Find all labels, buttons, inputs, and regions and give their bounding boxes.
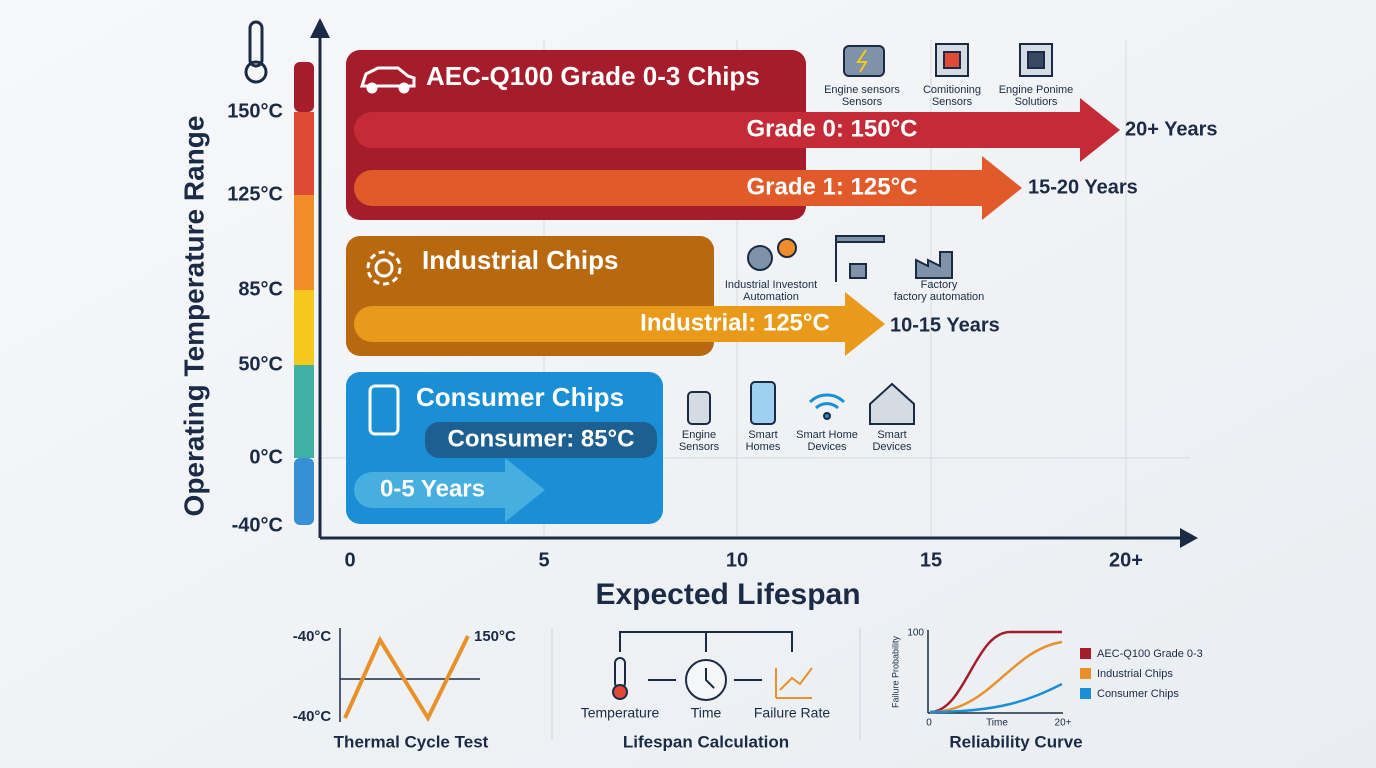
lifespan-title: Lifespan Calculation: [623, 732, 789, 751]
icon-label: Smart Home: [796, 429, 858, 441]
icon-label: Smart: [877, 429, 906, 441]
x-tick-label: 10: [726, 549, 748, 571]
consumer-badge: [425, 422, 657, 458]
icon-label: Solutiors: [1015, 96, 1058, 108]
legend-swatch: [1080, 648, 1091, 659]
reliability-x-tick: Time: [986, 718, 1008, 729]
reliability-x-tick: 20+: [1055, 718, 1072, 729]
grade1-lifespan: 15-20 Years: [1028, 176, 1138, 198]
industrial-label: Industrial: 125°C: [640, 309, 830, 336]
icon-label: factory automation: [894, 291, 985, 303]
grade1-arrow: [354, 156, 1022, 220]
icon-label: Sensors: [679, 441, 720, 453]
reliability-y-label: Failure Probability: [890, 635, 900, 708]
automotive-icons: [843, 43, 1053, 77]
consumer-title: Consumer Chips: [416, 382, 624, 412]
automotive-title: AEC-Q100 Grade 0-3 Chips: [426, 61, 760, 91]
reliability-curves: [929, 630, 1063, 714]
thermal-title: Thermal Cycle Test: [334, 732, 489, 751]
icon-label: Automation: [743, 291, 799, 303]
gear-icon: [366, 250, 402, 286]
legend-swatch: [1080, 688, 1091, 699]
panel-separators: [551, 628, 861, 740]
icon-label: Engine: [682, 429, 716, 441]
thermal-label: -40°C: [293, 628, 332, 645]
thermal-cycle-line: [343, 635, 470, 723]
axes: [318, 30, 1185, 540]
icon-label: Sensors: [932, 96, 973, 108]
x-tick-label: 5: [538, 549, 549, 571]
consumer-arrow: [354, 458, 545, 522]
y-tick-label: -40°C: [232, 514, 283, 536]
consumer-lifespan: 0-5 Years: [380, 475, 485, 502]
y-tick-label: 125°C: [227, 183, 283, 205]
industrial-title: Industrial Chips: [422, 245, 618, 275]
icon-label: Smart: [748, 429, 777, 441]
reliability-y-tick: 100: [907, 628, 924, 639]
industrial-arrow: [354, 292, 885, 356]
y-axis-title: Operating Temperature Range: [178, 116, 209, 517]
lifespan-flow: [612, 631, 813, 701]
y-tick-label: 50°C: [238, 353, 283, 375]
thermal-label: 150°C: [474, 628, 516, 645]
icon-label: Comitioning: [923, 84, 981, 96]
y-tick-label: 0°C: [249, 446, 283, 468]
x-tick-label: 0: [344, 549, 355, 571]
reliability-title: Reliability Curve: [949, 732, 1082, 751]
y-tick-label: 150°C: [227, 100, 283, 122]
icon-label: Devices: [872, 441, 912, 453]
y-tick-label: 85°C: [238, 278, 283, 300]
phone-icon: [368, 384, 400, 436]
legend-label: Industrial Chips: [1097, 668, 1173, 680]
legend-label: AEC-Q100 Grade 0-3: [1097, 648, 1203, 660]
legend-label: Consumer Chips: [1097, 688, 1179, 700]
grade1-label: Grade 1: 125°C: [746, 173, 917, 200]
x-tick-label: 20+: [1109, 549, 1143, 571]
consumer-icons: [687, 381, 915, 425]
icon-label: Engine Ponime: [999, 84, 1074, 96]
step-label: Temperature: [581, 705, 660, 721]
car-icon: [359, 66, 416, 94]
legend-swatch: [1080, 668, 1091, 679]
icon-label: Engine sensors: [824, 84, 900, 96]
x-axis-title: Expected Lifespan: [595, 578, 860, 611]
grade0-lifespan: 20+ Years: [1125, 118, 1218, 140]
reliability-y-tick: 0: [926, 718, 932, 729]
icon-label: Industrial Investont: [725, 279, 817, 291]
industrial-icons: [747, 235, 953, 282]
step-label: Time: [691, 705, 722, 721]
icon-label: Devices: [807, 441, 847, 453]
icon-label: Homes: [746, 441, 781, 453]
consumer-badge-label: Consumer: 85°C: [448, 425, 635, 452]
grade0-arrow: [354, 98, 1120, 162]
x-tick-label: 15: [920, 549, 942, 571]
temperature-bar: [294, 62, 314, 525]
thermometer-icon: [244, 20, 268, 84]
icon-label: Sensors: [842, 96, 883, 108]
step-label: Failure Rate: [754, 705, 830, 721]
industrial-lifespan: 10-15 Years: [890, 314, 1000, 336]
grade0-label: Grade 0: 150°C: [746, 115, 917, 142]
icon-label: Factory: [921, 279, 958, 291]
thermal-label: -40°C: [293, 708, 332, 725]
reliability-axes: [927, 630, 1063, 714]
